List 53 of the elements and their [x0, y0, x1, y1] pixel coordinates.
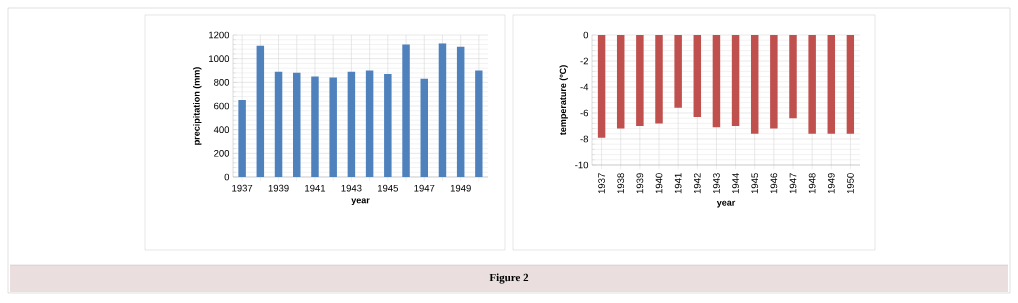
x-tick-label: 1943 — [713, 173, 720, 194]
bar — [293, 72, 301, 177]
x-tick-label: 1940 — [655, 173, 663, 194]
x-tick-label: 1937 — [598, 173, 605, 194]
bar — [420, 78, 428, 177]
y-tick-label: -8 — [580, 135, 589, 143]
x-axis-title: year — [716, 200, 736, 208]
bar — [402, 44, 410, 177]
x-tick-label: 1937 — [232, 184, 253, 192]
x-tick-label: 1948 — [808, 173, 816, 194]
bar — [456, 46, 465, 177]
bar — [274, 71, 283, 177]
x-tick-label: 1942 — [693, 173, 701, 194]
x-tick-label: 1945 — [377, 184, 398, 192]
y-tick-label: -6 — [580, 109, 589, 117]
x-tick-label: 1938 — [617, 173, 625, 194]
x-tick-label: 1941 — [305, 184, 326, 192]
y-tick-label: 1200 — [209, 31, 230, 39]
x-tick-label: 1945 — [751, 173, 759, 194]
x-tick-label: 1941 — [674, 173, 682, 194]
x-tick-label: 1950 — [847, 173, 854, 194]
y-tick-label: 400 — [213, 126, 230, 134]
bar — [365, 70, 374, 177]
bar — [438, 43, 447, 177]
x-tick-label: 1939 — [268, 184, 289, 192]
bar — [384, 74, 392, 177]
x-tick-label: 1939 — [636, 173, 644, 194]
x-tick-label: 1947 — [789, 173, 797, 194]
x-tick-label: 1944 — [732, 173, 739, 194]
y-tick-label: 800 — [214, 78, 230, 86]
caption: Figure 2 — [489, 273, 529, 284]
y-tick-label: -4 — [580, 83, 589, 91]
x-axis-title: year — [351, 198, 370, 206]
y-tick-label: 0 — [224, 173, 230, 181]
bar — [475, 70, 483, 177]
bar — [311, 76, 319, 177]
y-tick-label: 600 — [214, 102, 230, 110]
x-tick-label: 1946 — [770, 173, 778, 194]
y-tick-label: -10 — [575, 161, 589, 169]
bar — [238, 100, 246, 177]
bar — [256, 45, 265, 177]
x-tick-label: 1947 — [414, 184, 435, 192]
x-tick-label: 1949 — [827, 173, 835, 194]
y-tick-label: 0 — [583, 31, 589, 39]
y-axis-title: precipitation (mm) — [193, 67, 202, 145]
bar — [329, 77, 337, 177]
y-tick-label: 1000 — [209, 55, 230, 63]
x-tick-label: 1943 — [341, 184, 362, 192]
x-tick-label: 1949 — [450, 184, 471, 192]
y-tick-label: -2 — [580, 57, 588, 65]
y-axis-title: temperature (ºC) — [559, 65, 568, 136]
bar — [347, 71, 356, 177]
y-tick-label: 200 — [214, 149, 230, 157]
